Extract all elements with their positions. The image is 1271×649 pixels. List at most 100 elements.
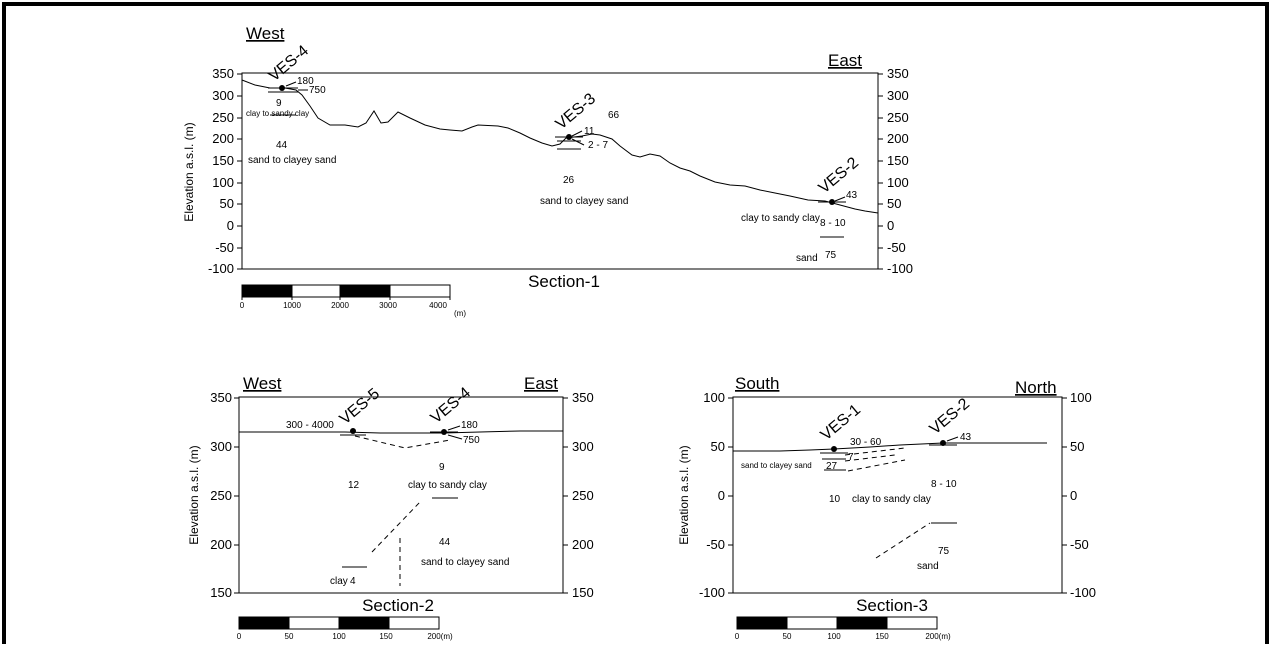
section-1-left-axis [237,73,242,270]
section-3-title: Section-3 [856,596,928,615]
s2-ytick-left-3: 200 [210,537,232,552]
s1-ytick-left-2: 250 [212,110,234,125]
s2-ves-4-res-2: 750 [463,435,480,446]
s3-ytick-left-4: -100 [699,585,725,600]
s1-ytick-left-9: -100 [208,261,234,276]
s2-ves-5-res-3: 12 [348,480,360,491]
s3-ves-2-res-2: 8 - 10 [931,479,957,490]
s1-ves-3-res-2: 2 - 7 [588,140,608,151]
s2-ves-5-marker [350,428,356,434]
s1-scale-tick-1: 1000 [283,301,301,310]
s2-ves-4-res-1: 180 [461,420,478,431]
s2-ytick-left-0: 350 [210,390,232,405]
s1-ytick-left-3: 200 [212,131,234,146]
s2-ytick-right-1: 300 [572,439,594,454]
section-2-east-label: East [524,374,558,393]
s1-ves-4-layer-3-label: clay to sandy clay [246,109,309,118]
s1-ves-4-res-4: 44 [276,140,288,151]
s2-ves-4-layer-4-label: sand to clayey sand [421,557,509,568]
section-3-interpreted-boundary-4 [875,522,931,559]
s3-ves-1-layer-3-label: sand to clayey sand [741,461,812,470]
section-2-interpreted-boundary-1 [354,435,451,449]
section-3-axis-ticks [728,397,1067,594]
s2-ytick-right-0: 350 [572,390,594,405]
s1-ves-2-log: VES-2 43 clay to sandy clay 8 - 10 sand … [741,154,862,264]
section-2-axis-ticks [234,397,568,594]
s1-ves-2-res-2: 8 - 10 [820,218,846,229]
s1-ytick-left-8: -50 [215,240,234,255]
section-2-interpreted-boundary-2 [371,501,421,553]
section-2-y-axis-label: Elevation a.s.l. (m) [187,445,201,544]
s1-ytick-right-1: 300 [887,88,909,103]
s3-scale-tick-4: 200(m) [925,632,951,641]
s2-ytick-left-2: 250 [210,488,232,503]
s3-ves-1-marker [831,446,837,452]
section-3-plot-frame [732,396,1063,594]
s1-ves-3-leader-2 [571,138,585,146]
s1-ves-4-layer-4-label: sand to clayey sand [248,155,336,166]
section-2-west-label: West [243,374,282,393]
s3-ytick-right-0: 100 [1070,390,1092,405]
s2-ves-4-leader-1 [447,425,461,431]
s1-ytick-right-0: 350 [887,66,909,81]
section-1-scale-bar: 0 1000 2000 3000 4000 (m) [240,284,466,318]
s3-scale-tick-0: 0 [735,632,740,641]
s2-ves-5-label: VES-5 [337,385,383,428]
s1-ves-4-res-2: 750 [309,85,326,96]
s3-ves-1-res-1: 30 - 60 [850,437,882,448]
section-1-east-label: East [828,51,862,70]
s1-ves-4-res-3: 9 [276,98,282,109]
s1-ves-3-res-3: 26 [563,175,575,186]
s1-ytick-right-2: 250 [887,110,909,125]
section-3-interpreted-boundary-3 [847,459,906,472]
s1-ytick-right-5: 100 [887,175,909,190]
section-2-title: Section-2 [362,596,434,615]
s3-ytick-left-1: 50 [711,439,725,454]
s3-scale-tick-2: 100 [827,632,841,641]
s1-ves-3-res-1: 11 [584,126,595,137]
s3-ytick-left-0: 100 [703,390,725,405]
s1-scale-tick-4: 4000 [429,301,447,310]
section-1-left-tick-labels: 350 300 250 200 150 100 50 0 -50 -100 [208,66,234,276]
section-2-plot-frame [238,396,564,594]
s1-ves-2-layer-3-label: sand [796,253,818,264]
s3-ves-2-res-3: 75 [938,546,950,557]
s2-ytick-left-1: 300 [210,439,232,454]
section-3: 100 50 0 -50 -100 100 50 0 -50 -100 Elev… [677,374,1096,641]
section-2-right-tick-labels: 350 300 250 200 150 [572,390,594,600]
s3-scale-tick-3: 150 [875,632,889,641]
s3-ves-2-leader-1 [946,436,959,442]
section-2-topography-profile [239,430,563,434]
s2-scale-tick-1: 50 [285,632,294,641]
section-1-title: Section-1 [528,272,600,291]
s3-ytick-right-1: 50 [1070,439,1084,454]
s1-scale-unit: (m) [454,309,466,318]
s3-ytick-right-2: 0 [1070,488,1077,503]
s2-ves-4-res-4: 44 [439,537,451,548]
s1-ves-2-res-3: 75 [825,250,837,261]
section-3-interpreted-boundary-1 [844,447,906,456]
s3-ves-1-res-4: 10 [829,494,841,505]
s3-ves-1-res-2: 7 [848,452,854,463]
s1-ytick-right-3: 200 [887,131,909,146]
s1-ves-4-log: VES-4 180 750 9 clay to sandy clay 44 sa… [246,42,336,166]
s1-ytick-left-4: 150 [212,153,234,168]
s2-ves-5-res-4: 4 [350,576,356,587]
s2-ves-4-layer-3-label: clay to sandy clay [408,480,487,491]
s2-ves-4-leader-2 [447,434,463,440]
s2-scale-tick-0: 0 [237,632,242,641]
s3-ves-1-log: VES-1 30 - 60 7 sand to clayey sand 27 1… [741,401,931,505]
s2-ytick-right-3: 200 [572,537,594,552]
section-3-left-tick-labels: 100 50 0 -50 -100 [699,390,725,600]
section-2-left-tick-labels: 350 300 250 200 150 [210,390,232,600]
s1-ves-3-res-0: 66 [608,110,620,121]
s1-ves-3-leader-1 [571,130,583,137]
s1-ytick-left-7: 0 [227,218,234,233]
s2-ytick-left-4: 150 [210,585,232,600]
section-3-scale-bar: 0 50 100 150 200(m) [735,616,951,641]
section-3-right-tick-labels: 100 50 0 -50 -100 [1070,390,1096,600]
s3-ytick-left-3: -50 [706,537,725,552]
